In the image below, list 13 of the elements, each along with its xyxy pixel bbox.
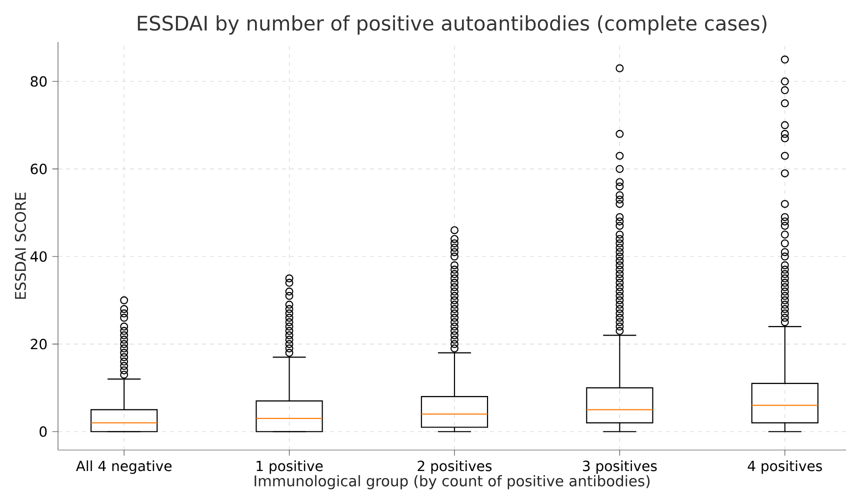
x-tick-label: 1 positive	[256, 460, 323, 474]
y-tick-label: 60	[30, 164, 47, 174]
y-tick-label: 20	[30, 338, 47, 350]
chart-title: ESSDAI by number of positive autoantibodies (complete cases)	[138, 15, 766, 35]
x-axis-title: Immunological group (by count of positive antibodies)	[254, 475, 650, 490]
x-tick-label: 3 positives	[582, 460, 657, 474]
x-tick-label: All 4 negative	[76, 460, 172, 474]
x-tick-label: 4 positives	[748, 460, 822, 474]
y-tick-label: 0	[40, 426, 47, 437]
y-tick-label: 80	[30, 76, 47, 87]
x-tick-label: 2 positives	[418, 460, 492, 474]
y-tick-label: 40	[30, 251, 47, 262]
y-axis-title: ESSDAI SCORE	[14, 192, 26, 299]
